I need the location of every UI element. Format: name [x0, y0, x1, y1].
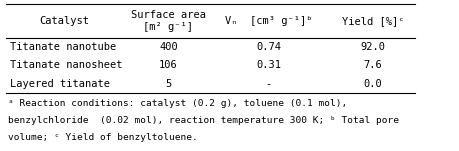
Text: benzylchloride  (0.02 mol), reaction temperature 300 K; ᵇ Total pore: benzylchloride (0.02 mol), reaction temp… — [8, 116, 398, 125]
Text: 7.6: 7.6 — [363, 60, 381, 70]
Text: Layered titanate: Layered titanate — [10, 79, 110, 89]
Text: Yield [%]ᶜ: Yield [%]ᶜ — [341, 16, 403, 26]
Text: Titanate nanosheet: Titanate nanosheet — [10, 60, 122, 70]
Text: Surface area: Surface area — [130, 10, 205, 20]
Text: 0.31: 0.31 — [256, 60, 280, 70]
Text: 0.0: 0.0 — [363, 79, 381, 89]
Text: volume; ᶜ Yield of benzyltoluene.: volume; ᶜ Yield of benzyltoluene. — [8, 133, 197, 142]
Text: 5: 5 — [165, 79, 171, 89]
Text: -: - — [265, 79, 271, 89]
Text: Catalyst: Catalyst — [39, 16, 89, 26]
Text: Titanate nanotube: Titanate nanotube — [10, 42, 116, 52]
Text: 106: 106 — [159, 60, 177, 70]
Text: 400: 400 — [159, 42, 177, 52]
Text: 92.0: 92.0 — [359, 42, 385, 52]
Text: ᵃ Reaction conditions: catalyst (0.2 g), toluene (0.1 mol),: ᵃ Reaction conditions: catalyst (0.2 g),… — [8, 99, 346, 108]
Text: [m² g⁻¹]: [m² g⁻¹] — [143, 22, 193, 32]
Text: Vₙ  [cm³ g⁻¹]ᵇ: Vₙ [cm³ g⁻¹]ᵇ — [224, 16, 312, 26]
Text: 0.74: 0.74 — [256, 42, 280, 52]
